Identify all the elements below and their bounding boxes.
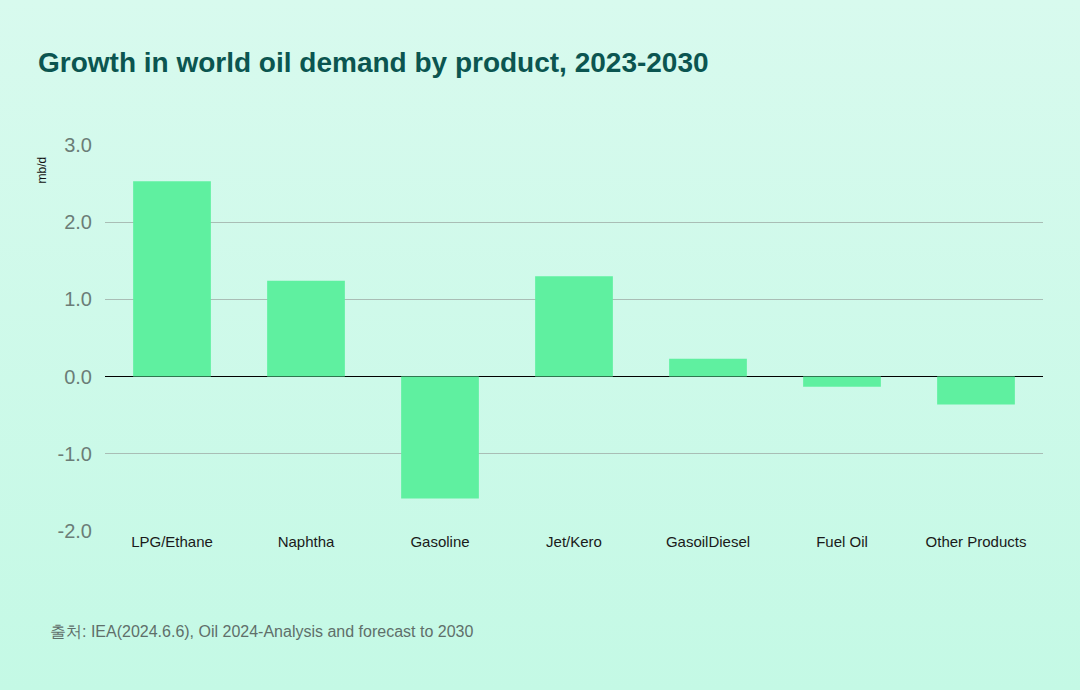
svg-text:Growth in world oil demand by: Growth in world oil demand by product, 2… xyxy=(38,47,709,78)
svg-text:Jet/Kero: Jet/Kero xyxy=(546,533,602,550)
svg-text:Fuel Oil: Fuel Oil xyxy=(816,533,868,550)
svg-text:1.0: 1.0 xyxy=(64,288,92,310)
svg-text:출처: IEA(2024.6.6), Oil 2024-An: 출처: IEA(2024.6.6), Oil 2024-Analysis and… xyxy=(50,623,473,640)
svg-text:3.0: 3.0 xyxy=(64,134,92,156)
svg-text:-2.0: -2.0 xyxy=(58,520,92,542)
svg-text:Naphtha: Naphtha xyxy=(278,533,335,550)
svg-text:Other Products: Other Products xyxy=(926,533,1027,550)
svg-text:0.0: 0.0 xyxy=(64,366,92,388)
svg-text:Gasoline: Gasoline xyxy=(410,533,469,550)
svg-text:GasoilDiesel: GasoilDiesel xyxy=(666,533,750,550)
svg-text:mb/d: mb/d xyxy=(35,157,49,184)
svg-text:-1.0: -1.0 xyxy=(58,443,92,465)
svg-text:LPG/Ethane: LPG/Ethane xyxy=(131,533,213,550)
svg-text:2.0: 2.0 xyxy=(64,211,92,233)
